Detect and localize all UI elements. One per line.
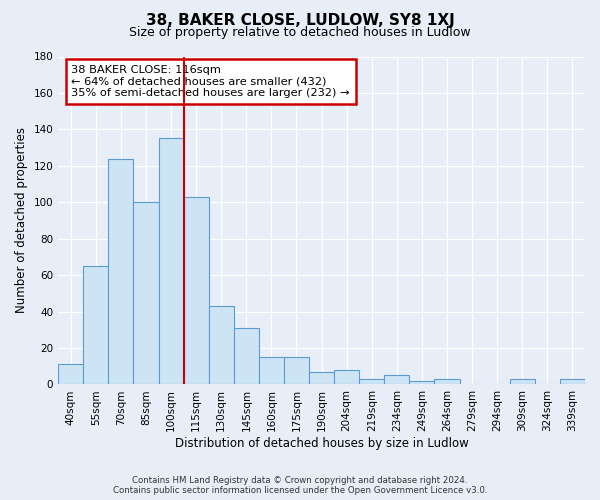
Bar [133, 202, 158, 384]
Bar [284, 357, 309, 384]
Bar [409, 381, 434, 384]
Text: 38 BAKER CLOSE: 116sqm
← 64% of detached houses are smaller (432)
35% of semi-de: 38 BAKER CLOSE: 116sqm ← 64% of detached… [71, 64, 350, 98]
Text: Size of property relative to detached houses in Ludlow: Size of property relative to detached ho… [129, 26, 471, 39]
Y-axis label: Number of detached properties: Number of detached properties [15, 128, 28, 314]
Bar [209, 306, 234, 384]
Bar [184, 197, 209, 384]
Bar [259, 357, 284, 384]
Bar [385, 376, 409, 384]
Text: Contains HM Land Registry data © Crown copyright and database right 2024.
Contai: Contains HM Land Registry data © Crown c… [113, 476, 487, 495]
Bar [158, 138, 184, 384]
Bar [83, 266, 109, 384]
Bar [309, 372, 334, 384]
X-axis label: Distribution of detached houses by size in Ludlow: Distribution of detached houses by size … [175, 437, 469, 450]
Text: 38, BAKER CLOSE, LUDLOW, SY8 1XJ: 38, BAKER CLOSE, LUDLOW, SY8 1XJ [146, 12, 454, 28]
Bar [334, 370, 359, 384]
Bar [359, 379, 385, 384]
Bar [434, 379, 460, 384]
Bar [58, 364, 83, 384]
Bar [510, 379, 535, 384]
Bar [234, 328, 259, 384]
Bar [560, 379, 585, 384]
Bar [109, 158, 133, 384]
